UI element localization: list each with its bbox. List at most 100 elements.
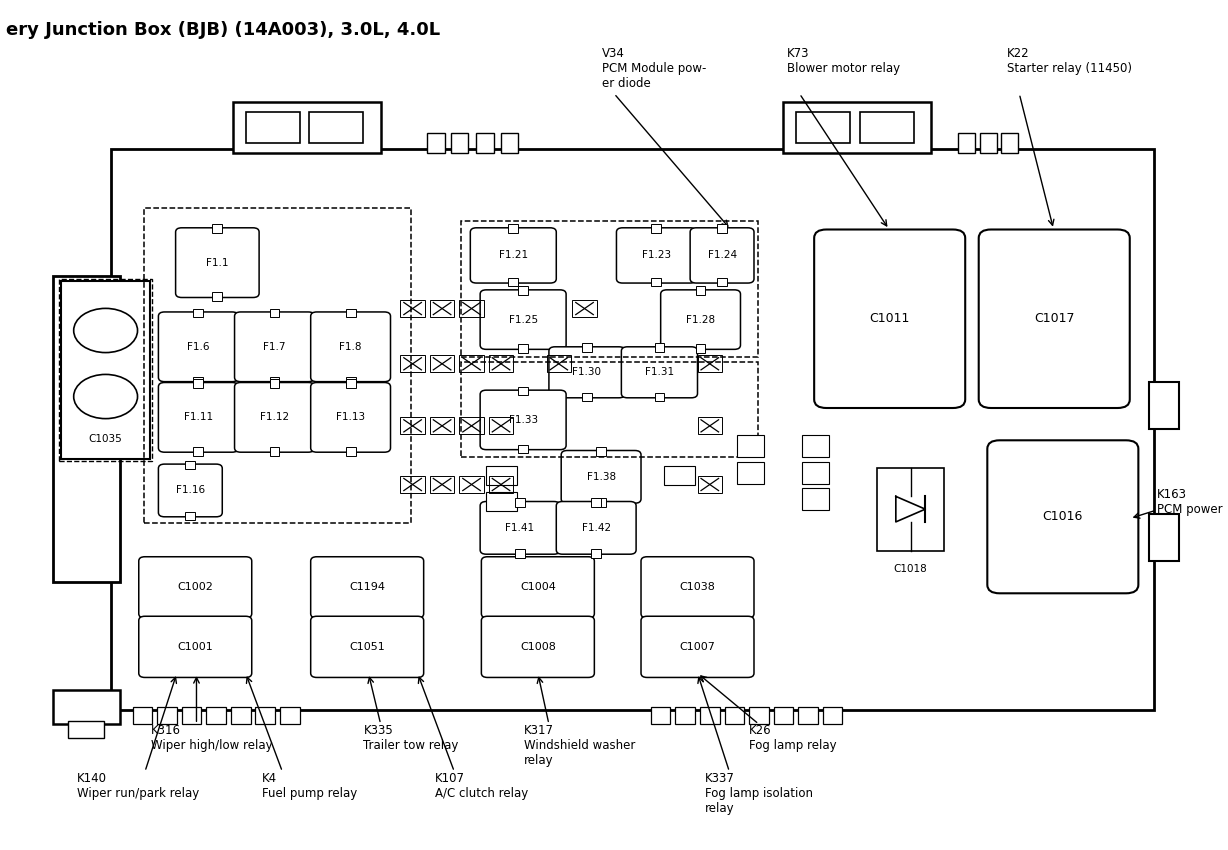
Bar bbox=[430, 355, 454, 372]
Bar bbox=[233, 102, 381, 153]
Text: F1.33: F1.33 bbox=[508, 415, 538, 425]
Text: F1.1: F1.1 bbox=[206, 258, 228, 268]
Text: F1.11: F1.11 bbox=[184, 412, 212, 422]
Bar bbox=[486, 466, 517, 484]
Bar bbox=[518, 344, 528, 353]
FancyBboxPatch shape bbox=[311, 616, 424, 677]
Text: C1051: C1051 bbox=[349, 642, 386, 652]
Bar bbox=[459, 476, 484, 493]
FancyBboxPatch shape bbox=[470, 228, 556, 283]
Bar bbox=[451, 133, 468, 153]
Bar bbox=[651, 278, 661, 286]
Bar bbox=[501, 133, 518, 153]
Bar bbox=[1149, 382, 1179, 429]
Text: ery Junction Box (BJB) (14A003), 3.0L, 4.0L: ery Junction Box (BJB) (14A003), 3.0L, 4… bbox=[6, 21, 441, 39]
FancyBboxPatch shape bbox=[561, 450, 641, 503]
Bar bbox=[508, 278, 518, 286]
Text: F1.8: F1.8 bbox=[339, 342, 362, 352]
Text: F1.7: F1.7 bbox=[263, 342, 286, 352]
Bar bbox=[582, 343, 592, 352]
Text: K335
Trailer tow relay: K335 Trailer tow relay bbox=[363, 724, 459, 752]
Bar bbox=[489, 417, 513, 434]
Bar bbox=[877, 468, 944, 551]
Bar bbox=[717, 224, 727, 233]
Text: C1002: C1002 bbox=[177, 582, 214, 592]
Bar bbox=[508, 224, 518, 233]
Bar bbox=[270, 379, 280, 388]
FancyBboxPatch shape bbox=[814, 230, 965, 408]
Text: C1194: C1194 bbox=[349, 582, 386, 592]
Text: F1.41: F1.41 bbox=[506, 523, 534, 533]
Bar bbox=[206, 707, 226, 724]
Bar bbox=[980, 133, 997, 153]
Bar bbox=[430, 417, 454, 434]
FancyBboxPatch shape bbox=[139, 557, 252, 618]
Text: F1.16: F1.16 bbox=[176, 485, 205, 496]
Bar bbox=[61, 280, 150, 459]
FancyBboxPatch shape bbox=[641, 557, 754, 618]
Text: K337
Fog lamp isolation
relay: K337 Fog lamp isolation relay bbox=[705, 772, 813, 815]
Bar bbox=[133, 707, 152, 724]
Text: K163
PCM power: K163 PCM power bbox=[1157, 488, 1222, 515]
Text: F1.30: F1.30 bbox=[572, 367, 602, 377]
Bar bbox=[111, 149, 1154, 710]
Bar bbox=[774, 707, 793, 724]
Text: F1.13: F1.13 bbox=[336, 412, 365, 422]
Bar bbox=[400, 355, 425, 372]
Bar bbox=[592, 498, 602, 507]
Bar bbox=[212, 224, 222, 233]
Bar bbox=[185, 461, 195, 469]
Bar bbox=[717, 278, 727, 286]
Bar bbox=[489, 355, 513, 372]
Bar bbox=[518, 286, 528, 295]
FancyBboxPatch shape bbox=[311, 382, 391, 452]
Bar bbox=[802, 435, 829, 457]
FancyBboxPatch shape bbox=[480, 290, 566, 349]
Bar bbox=[194, 377, 204, 385]
Bar bbox=[270, 309, 280, 317]
Text: F1.31: F1.31 bbox=[645, 367, 674, 377]
Text: K73
Blower motor relay: K73 Blower motor relay bbox=[787, 47, 900, 75]
FancyBboxPatch shape bbox=[480, 390, 566, 450]
Bar bbox=[592, 549, 602, 558]
FancyBboxPatch shape bbox=[158, 464, 222, 517]
Circle shape bbox=[74, 375, 138, 419]
Bar bbox=[698, 355, 722, 372]
Text: F1.28: F1.28 bbox=[686, 314, 715, 325]
FancyBboxPatch shape bbox=[139, 616, 252, 677]
Bar bbox=[270, 447, 280, 456]
Bar bbox=[860, 112, 914, 143]
Bar bbox=[182, 707, 201, 724]
Text: F1.24: F1.24 bbox=[707, 251, 737, 260]
FancyBboxPatch shape bbox=[311, 312, 391, 382]
Text: F1.25: F1.25 bbox=[508, 314, 538, 325]
Text: C1004: C1004 bbox=[519, 582, 556, 592]
Bar bbox=[725, 707, 744, 724]
Bar bbox=[651, 707, 670, 724]
Bar bbox=[144, 208, 411, 523]
Bar bbox=[1001, 133, 1018, 153]
Bar bbox=[737, 435, 764, 457]
Bar bbox=[246, 112, 300, 143]
Text: K4
Fuel pump relay: K4 Fuel pump relay bbox=[262, 772, 357, 800]
Bar bbox=[737, 462, 764, 484]
Bar bbox=[459, 300, 484, 317]
Bar bbox=[460, 362, 758, 457]
Text: V34
PCM Module pow-
er diode: V34 PCM Module pow- er diode bbox=[602, 47, 706, 90]
Bar bbox=[270, 377, 280, 385]
Bar bbox=[698, 417, 722, 434]
Bar bbox=[651, 224, 661, 233]
Bar bbox=[783, 102, 931, 153]
Bar bbox=[309, 112, 363, 143]
FancyBboxPatch shape bbox=[176, 228, 259, 298]
FancyBboxPatch shape bbox=[661, 290, 740, 349]
Bar bbox=[655, 343, 664, 352]
Bar bbox=[68, 721, 104, 738]
Text: C1017: C1017 bbox=[1034, 312, 1074, 326]
Bar bbox=[802, 462, 829, 484]
Bar bbox=[823, 707, 842, 724]
Text: F1.23: F1.23 bbox=[642, 251, 670, 260]
Bar bbox=[516, 549, 526, 558]
Text: C1038: C1038 bbox=[679, 582, 716, 592]
Bar bbox=[194, 447, 204, 456]
